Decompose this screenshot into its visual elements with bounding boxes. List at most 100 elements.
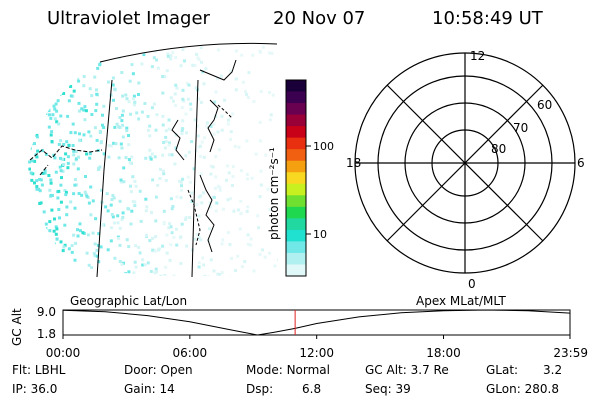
emission-pixel [90, 113, 94, 116]
emission-pixel [216, 130, 220, 134]
emission-pixel [162, 141, 166, 144]
emission-pixel [30, 223, 34, 227]
emission-pixel [41, 55, 45, 59]
emission-pixel [133, 204, 137, 208]
emission-pixel [31, 172, 35, 176]
emission-pixel [89, 213, 93, 217]
emission-pixel [43, 231, 47, 235]
emission-pixel [35, 235, 39, 238]
altitude-x-label: 06:00 [173, 346, 208, 360]
emission-pixel [112, 141, 116, 145]
emission-pixel [41, 45, 44, 49]
emission-pixel [192, 167, 196, 171]
emission-pixel [86, 56, 89, 60]
colorbar-frame [285, 79, 307, 277]
emission-pixel [37, 60, 41, 64]
emission-pixel [142, 53, 146, 57]
emission-pixel [226, 231, 230, 235]
emission-pixel [218, 273, 222, 276]
emission-pixel [33, 181, 36, 185]
emission-pixel [83, 190, 87, 194]
emission-pixel [216, 77, 220, 81]
emission-pixel [108, 270, 111, 274]
emission-pixel [132, 97, 135, 101]
ip-label: IP: [12, 382, 27, 396]
emission-pixel [76, 271, 80, 275]
emission-pixel [268, 207, 272, 211]
colorbar-band [286, 91, 306, 104]
emission-pixel [148, 239, 152, 243]
emission-pixel [82, 84, 86, 88]
emission-pixel [112, 98, 115, 102]
emission-pixel [153, 47, 157, 51]
emission-pixel [77, 109, 81, 113]
emission-pixel [161, 114, 165, 118]
emission-pixel [195, 52, 199, 56]
emission-pixel [273, 264, 277, 268]
emission-pixel [44, 112, 48, 115]
emission-pixel [163, 146, 167, 150]
emission-pixel [30, 49, 34, 53]
emission-pixel [163, 75, 167, 79]
emission-pixel [111, 83, 115, 87]
mlt-label-6: 6 [577, 156, 585, 170]
emission-pixel [229, 275, 233, 277]
flt-label: Flt: [12, 363, 31, 377]
emission-pixel [125, 126, 129, 130]
colorbar-band [286, 229, 306, 242]
emission-pixel [67, 99, 71, 103]
emission-pixel [93, 75, 97, 79]
emission-pixel [132, 103, 136, 107]
emission-pixel [158, 177, 162, 180]
emission-pixel [159, 274, 163, 277]
emission-pixel [39, 201, 43, 205]
emission-pixel [62, 92, 66, 95]
emission-pixel [30, 95, 34, 99]
emission-pixel [173, 92, 177, 96]
emission-pixel [33, 210, 37, 214]
glon-value: 280.8 [524, 382, 559, 396]
emission-pixel [167, 226, 171, 230]
emission-pixel [259, 90, 263, 93]
emission-pixel [220, 114, 224, 118]
emission-pixel [50, 130, 54, 134]
emission-pixel [93, 126, 97, 130]
emission-pixel [95, 92, 99, 96]
emission-pixel [236, 254, 240, 258]
emission-pixel [228, 243, 232, 246]
emission-pixel [49, 49, 52, 53]
emission-pixel [53, 117, 57, 121]
emission-pixel [98, 165, 102, 169]
emission-pixel [127, 158, 131, 162]
emission-pixel [277, 269, 278, 273]
emission-pixel [70, 67, 74, 70]
emission-pixel [77, 280, 80, 283]
emission-pixel [94, 109, 98, 113]
emission-pixel [199, 238, 203, 242]
emission-pixel [185, 81, 189, 85]
emission-pixel [63, 243, 67, 247]
emission-pixel [101, 113, 104, 117]
emission-pixel [39, 178, 43, 182]
emission-pixel [256, 214, 260, 218]
emission-pixel [61, 249, 65, 253]
emission-pixel [172, 235, 176, 239]
emission-pixel [69, 131, 73, 135]
emission-pixel [79, 58, 83, 62]
emission-pixel [67, 247, 71, 251]
emission-pixel [38, 189, 42, 193]
emission-pixel [182, 99, 186, 103]
uv-emission-speckles [28, 45, 278, 283]
altitude-x-label: 12:00 [299, 346, 334, 360]
emission-pixel [82, 75, 86, 78]
emission-pixel [77, 101, 81, 105]
emission-pixel [199, 172, 203, 176]
emission-pixel [69, 277, 72, 280]
emission-pixel [42, 54, 45, 58]
coastline-north [187, 104, 233, 246]
emission-pixel [211, 165, 215, 169]
emission-pixel [35, 187, 39, 191]
emission-pixel [148, 155, 152, 159]
emission-pixel [258, 120, 262, 124]
